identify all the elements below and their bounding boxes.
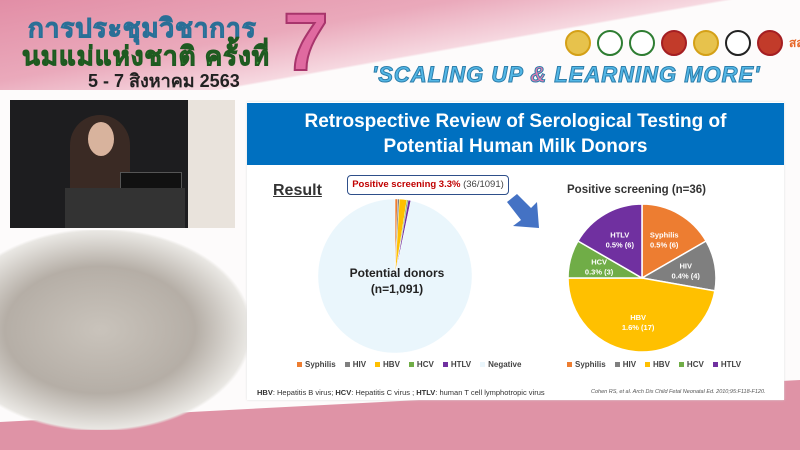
legend-label: Negative bbox=[488, 360, 522, 369]
footnote-text: : human T cell lymphotropic virus bbox=[435, 388, 545, 397]
legend-swatch bbox=[712, 362, 718, 368]
partner-logo-icon bbox=[565, 30, 591, 56]
legend-label: HBV bbox=[383, 360, 400, 369]
footnote: HBV: Hepatitis B virus; HCV: Hepatitis C… bbox=[257, 388, 545, 397]
partner-logo-icon bbox=[597, 30, 623, 56]
legend-label: HTLV bbox=[720, 360, 742, 369]
slide-title-line1: Retrospective Review of Serological Test… bbox=[304, 111, 727, 132]
legend-label: HTLV bbox=[450, 360, 472, 369]
footnote-text: : Hepatitis C virus ; bbox=[351, 388, 417, 397]
legend-label: HIV bbox=[352, 360, 367, 369]
pie-data-label: HBV bbox=[630, 313, 646, 322]
legend-item-negative: Negative bbox=[480, 360, 521, 369]
legend-swatch bbox=[567, 362, 572, 368]
right-pie-legend: Syphilis HIV HBV HCV HTLV bbox=[567, 360, 741, 369]
legend-item-hbv: HBV bbox=[645, 360, 670, 369]
conference-title-line2: นมแม่แห่งชาติ ครั้งที่ bbox=[22, 41, 270, 72]
footnote-abbr: HBV bbox=[257, 388, 273, 397]
legend-item-htlv: HTLV bbox=[442, 360, 472, 369]
legend-swatch bbox=[297, 362, 302, 368]
legend-label: HBV bbox=[653, 360, 670, 369]
conference-date: 5 - 7 สิงหาคม 2563 bbox=[88, 71, 240, 91]
legend-label: Syphilis bbox=[305, 360, 336, 369]
legend-label: HCV bbox=[416, 360, 434, 369]
legend-swatch bbox=[375, 362, 381, 368]
podium bbox=[65, 188, 185, 228]
legend-item-hiv: HIV bbox=[614, 360, 637, 369]
footnote-abbr: HCV bbox=[335, 388, 352, 397]
slogan-part2: LEARNING MORE' bbox=[547, 62, 761, 88]
pie-slice-hbv bbox=[567, 277, 716, 353]
partner-logos: สสส bbox=[565, 30, 800, 56]
left-pie-label-line1: Potential donors bbox=[349, 266, 445, 280]
pie-data-label: 0.5% (6) bbox=[650, 241, 679, 250]
video-background bbox=[188, 100, 235, 228]
pie-slice-htlv bbox=[576, 203, 643, 280]
legend-swatch bbox=[408, 362, 414, 368]
partner-logo-icon bbox=[725, 30, 751, 56]
slide-title: Retrospective Review of Serological Test… bbox=[247, 103, 784, 165]
slogan-amp: & bbox=[530, 62, 548, 88]
pie-slice-negative bbox=[317, 198, 473, 354]
left-pie-label-line2: (n=1,091) bbox=[370, 282, 424, 296]
pie-data-label: HTLV bbox=[610, 231, 629, 240]
conference-edition: 7 bbox=[282, 0, 330, 88]
footnote-text: : Hepatitis B virus; bbox=[272, 388, 336, 397]
conference-title-line1: การประชุมวิชาการ bbox=[28, 13, 257, 44]
pie-data-label: 0.3% (3) bbox=[585, 268, 614, 277]
legend-swatch bbox=[344, 362, 350, 368]
legend-item-syphilis: Syphilis bbox=[297, 360, 336, 369]
legend-swatch bbox=[442, 362, 448, 368]
legend-swatch bbox=[480, 362, 486, 368]
pie-slice-syphilis bbox=[641, 203, 708, 280]
legend-item-syphilis: Syphilis bbox=[567, 360, 606, 369]
child-photo-decoration bbox=[0, 230, 250, 430]
pie-data-label: Syphilis bbox=[650, 231, 679, 240]
speaker-video bbox=[10, 100, 235, 228]
presentation-slide: Retrospective Review of Serological Test… bbox=[247, 102, 784, 400]
legend-item-hiv: HIV bbox=[344, 360, 367, 369]
legend-item-hcv: HCV bbox=[678, 360, 704, 369]
result-heading: Result bbox=[273, 182, 322, 199]
pie-data-label: HCV bbox=[591, 258, 607, 267]
presenter-face bbox=[88, 122, 114, 156]
callout-rest: (36/1091) bbox=[460, 179, 504, 190]
legend-item-htlv: HTLV bbox=[712, 360, 742, 369]
left-pie-legend: Syphilis HIV HBV HCV HTLV Negative bbox=[297, 360, 521, 369]
legend-label: HCV bbox=[686, 360, 704, 369]
slogan-part1: 'SCALING UP bbox=[371, 62, 531, 88]
citation: Cohen RS, et al. Arch Dis Child Fetal Ne… bbox=[591, 389, 766, 395]
legend-swatch bbox=[614, 362, 620, 368]
slide-title-line2: Potential Human Milk Donors bbox=[383, 136, 648, 157]
legend-swatch bbox=[645, 362, 651, 368]
pie-data-label: 0.5% (6) bbox=[606, 241, 635, 250]
positive-screening-callout: Positive screening 3.3% (36/1091) bbox=[347, 175, 509, 195]
legend-swatch bbox=[678, 362, 684, 368]
partner-logo-icon bbox=[629, 30, 655, 56]
legend-label: HIV bbox=[622, 360, 637, 369]
legend-item-hbv: HBV bbox=[375, 360, 400, 369]
legend-item-hcv: HCV bbox=[408, 360, 434, 369]
pie-data-label: HIV bbox=[679, 261, 692, 270]
legend-label: Syphilis bbox=[575, 360, 606, 369]
callout-bold: Positive screening 3.3% bbox=[352, 179, 461, 190]
conference-slogan: 'SCALING UP & LEARNING MORE' bbox=[371, 62, 761, 88]
partner-logo-icon bbox=[693, 30, 719, 56]
pie-data-label: 1.6% (17) bbox=[622, 323, 655, 332]
left-pie-chart bbox=[317, 198, 473, 354]
right-pie-title: Positive screening (n=36) bbox=[567, 184, 707, 196]
footnote-abbr: HTLV bbox=[416, 388, 436, 397]
partner-logo-icon bbox=[661, 30, 687, 56]
left-pie-label: Potential donors (n=1,091) bbox=[327, 265, 467, 297]
partner-logo-icon bbox=[757, 30, 783, 56]
arrow-icon bbox=[507, 194, 539, 228]
partner-logo-text: สสส bbox=[789, 36, 800, 50]
pie-data-label: 0.4% (4) bbox=[672, 271, 701, 280]
